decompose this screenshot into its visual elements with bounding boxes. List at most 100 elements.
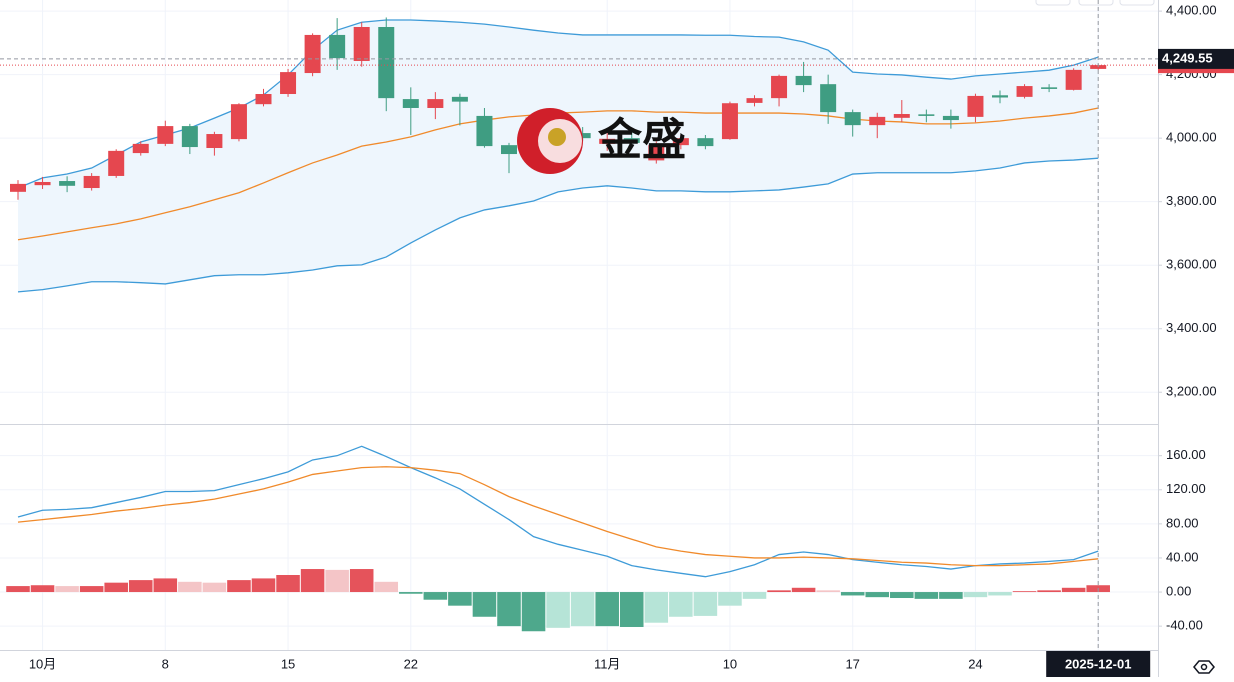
macd-histogram-bar [1012, 591, 1037, 593]
macd-histogram-bar [399, 592, 423, 594]
candle-body [304, 34, 321, 74]
icon-dot [1200, 663, 1208, 671]
candle-body [1041, 87, 1058, 89]
macd-histogram-bar [939, 592, 963, 599]
candle-body [230, 104, 247, 140]
watermark: 金盛 [517, 108, 686, 174]
toolbar [1035, 0, 1155, 6]
candle-body [1090, 65, 1107, 69]
macd-histogram-bar [693, 592, 718, 616]
macd-histogram-bar [202, 582, 227, 593]
macd-histogram-bar [791, 587, 816, 593]
candle-body [329, 34, 346, 59]
y-tick-label: 160.00 [1166, 447, 1206, 462]
macd-histogram-bar [423, 592, 448, 600]
macd-histogram-bar [300, 569, 325, 593]
candle-body [451, 96, 468, 102]
band-line [17, 19, 1099, 189]
macd-histogram-bar [178, 581, 202, 593]
candle-body [942, 115, 959, 121]
x-tick-label: 15 [281, 656, 295, 671]
candle-body [353, 26, 370, 61]
macd-line [17, 445, 1099, 578]
candle-body [820, 84, 837, 113]
y-tick-label: 3,600.00 [1166, 257, 1217, 272]
macd-histogram-bar [1061, 587, 1086, 593]
candle-body [893, 114, 910, 118]
watermark-text: 金盛 [597, 116, 686, 165]
macd-histogram-bar [448, 592, 472, 606]
candle-body [59, 181, 76, 186]
candle-body [1065, 69, 1082, 90]
macd-histogram-bar [104, 582, 128, 593]
macd-histogram-bar [570, 592, 595, 627]
candle-body [427, 99, 444, 108]
crosshair-price-label: 4,249.55 [1162, 50, 1213, 65]
candle-body [992, 95, 1008, 98]
crosshair-time-label: 2025-12-01 [1065, 656, 1132, 671]
candle-body [918, 114, 935, 116]
macd-histogram-bar [890, 592, 914, 599]
y-tick-label: 120.00 [1166, 481, 1206, 496]
candle-body [108, 150, 125, 176]
candle-body [771, 75, 788, 99]
macd-histogram-bar [325, 569, 349, 593]
candle-body [721, 103, 738, 140]
candle-body [476, 115, 493, 147]
candle-body [795, 75, 812, 86]
macd-histogram-bar [472, 592, 497, 617]
y-tick-label: 3,200.00 [1166, 384, 1217, 399]
macd-line [17, 466, 1099, 567]
candle-body [157, 126, 174, 144]
y-tick-label: 0.00 [1166, 583, 1191, 598]
macd-histogram-bar [227, 580, 251, 593]
crosshair-price-box [1158, 48, 1234, 69]
macd-histogram-bar [521, 592, 546, 632]
macd-histogram-bar [55, 586, 79, 593]
candle-body [599, 138, 616, 144]
macd-histogram-bar [6, 586, 30, 593]
x-tick-label: 10月 [29, 656, 56, 671]
candle-body [672, 138, 689, 146]
macd-histogram-bar [128, 580, 153, 593]
x-tick-label: 22 [404, 656, 418, 671]
candle-body [10, 183, 26, 192]
macd-histogram-bar [349, 569, 374, 593]
macd-histogram-bar [963, 592, 988, 598]
candle-body [378, 26, 395, 99]
candle-body [132, 143, 149, 154]
x-tick-label: 11月 [594, 656, 621, 671]
macd-histogram-bar [30, 585, 55, 593]
candle-body [746, 98, 763, 103]
candle-body [181, 126, 198, 148]
macd-histogram-bar [79, 586, 104, 593]
candle-body [402, 99, 419, 108]
toolbar-button[interactable] [1119, 0, 1155, 6]
y-tick-label: 4,400.00 [1166, 3, 1217, 18]
macd-histogram-bar [840, 592, 865, 596]
macd-histogram-bar [669, 592, 693, 617]
crosshair-time-box [1046, 651, 1151, 677]
candle-body [697, 138, 714, 147]
logo-ball [548, 128, 566, 146]
candle-body [574, 133, 591, 139]
macd-histogram-bar [767, 590, 791, 593]
settings-icon[interactable] [1193, 660, 1215, 674]
macd-histogram-bar [153, 578, 178, 593]
macd-histogram-bar [988, 592, 1012, 596]
macd-histogram-bar [816, 590, 840, 593]
toolbar-button[interactable] [1035, 0, 1071, 6]
y-tick-label: 40.00 [1166, 549, 1199, 564]
x-tick-label: 17 [845, 656, 859, 671]
candle-body [34, 181, 51, 186]
macd-histogram-bar [742, 592, 767, 599]
x-tick-label: 24 [968, 656, 982, 671]
macd-histogram-bar [374, 581, 399, 593]
x-tick-label: 8 [162, 656, 169, 671]
macd-histogram-bar [595, 592, 619, 627]
macd-histogram-bar [251, 578, 276, 593]
icon-outline [1193, 660, 1215, 674]
toolbar-button[interactable] [1078, 0, 1114, 6]
